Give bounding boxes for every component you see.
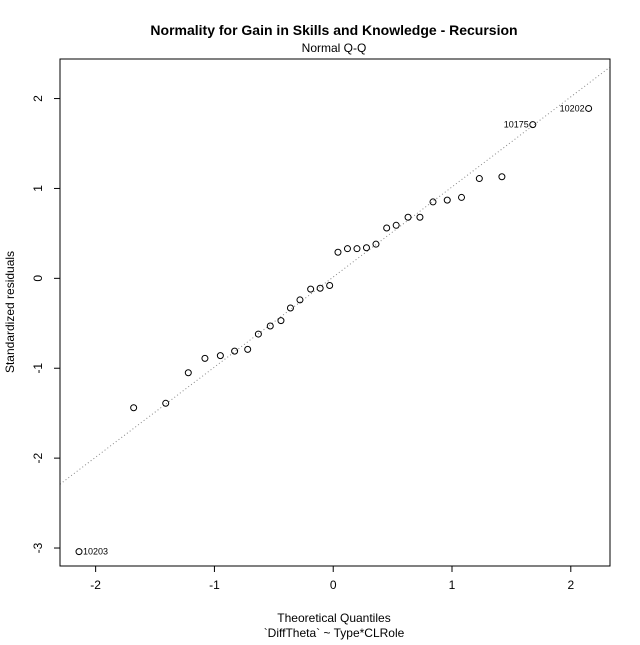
data-point: [392, 221, 400, 229]
data-points: [75, 104, 593, 556]
x-axis: -2 -1 0 1 2: [90, 566, 574, 592]
y-tick-label: 1: [31, 185, 45, 192]
data-point: [296, 296, 304, 304]
chart-subtitle: Normal Q-Q: [302, 41, 367, 55]
x-tick-label: 1: [449, 578, 456, 592]
data-point: [443, 196, 451, 204]
data-point: [316, 284, 324, 292]
data-point: [130, 404, 138, 412]
chart-title: Normality for Gain in Skills and Knowled…: [150, 22, 517, 38]
data-point: [529, 121, 537, 129]
data-point: [585, 104, 593, 112]
data-point: [307, 285, 315, 293]
plot-frame: [59, 58, 611, 567]
data-point: [266, 322, 274, 330]
data-point: [353, 245, 361, 253]
data-point: [458, 193, 466, 201]
point-label: 10203: [83, 547, 108, 557]
data-point: [254, 330, 262, 338]
x-tick-label: 2: [567, 578, 574, 592]
data-point: [201, 354, 209, 362]
y-axis: -3 -2 -1 0 1 2: [31, 95, 60, 553]
data-point: [475, 175, 483, 183]
data-point: [184, 369, 192, 377]
y-tick-label: 0: [31, 275, 45, 282]
data-point: [326, 282, 334, 290]
data-point: [498, 173, 506, 181]
y-tick-label: -1: [31, 363, 45, 374]
y-tick-label: 2: [31, 95, 45, 102]
data-point: [372, 240, 380, 248]
x-axis-formula: `DiffTheta` ~ Type*CLRole: [264, 626, 405, 640]
data-point: [343, 245, 351, 253]
data-point: [334, 248, 342, 256]
data-point: [416, 213, 424, 221]
x-tick-label: -1: [209, 578, 220, 592]
y-axis-label: Standardized residuals: [3, 251, 17, 373]
data-point: [75, 548, 83, 556]
data-point: [162, 399, 170, 407]
point-label: 10202: [560, 103, 585, 113]
data-point: [362, 244, 370, 252]
data-point: [244, 345, 252, 353]
x-tick-label: 0: [330, 578, 337, 592]
y-tick-label: -2: [31, 452, 45, 463]
point-labels: 10203 10175 10202: [83, 103, 585, 556]
x-axis-label: Theoretical Quantiles: [277, 611, 390, 625]
data-point: [404, 213, 412, 221]
x-tick-label: -2: [90, 578, 101, 592]
y-tick-label: -3: [31, 542, 45, 553]
data-point: [277, 317, 285, 325]
qq-reference-line: [60, 66, 610, 485]
data-point: [231, 347, 239, 355]
data-point: [216, 352, 224, 360]
data-point: [383, 224, 391, 232]
point-label: 10175: [504, 120, 529, 130]
data-point: [286, 304, 294, 312]
data-point: [429, 198, 437, 206]
